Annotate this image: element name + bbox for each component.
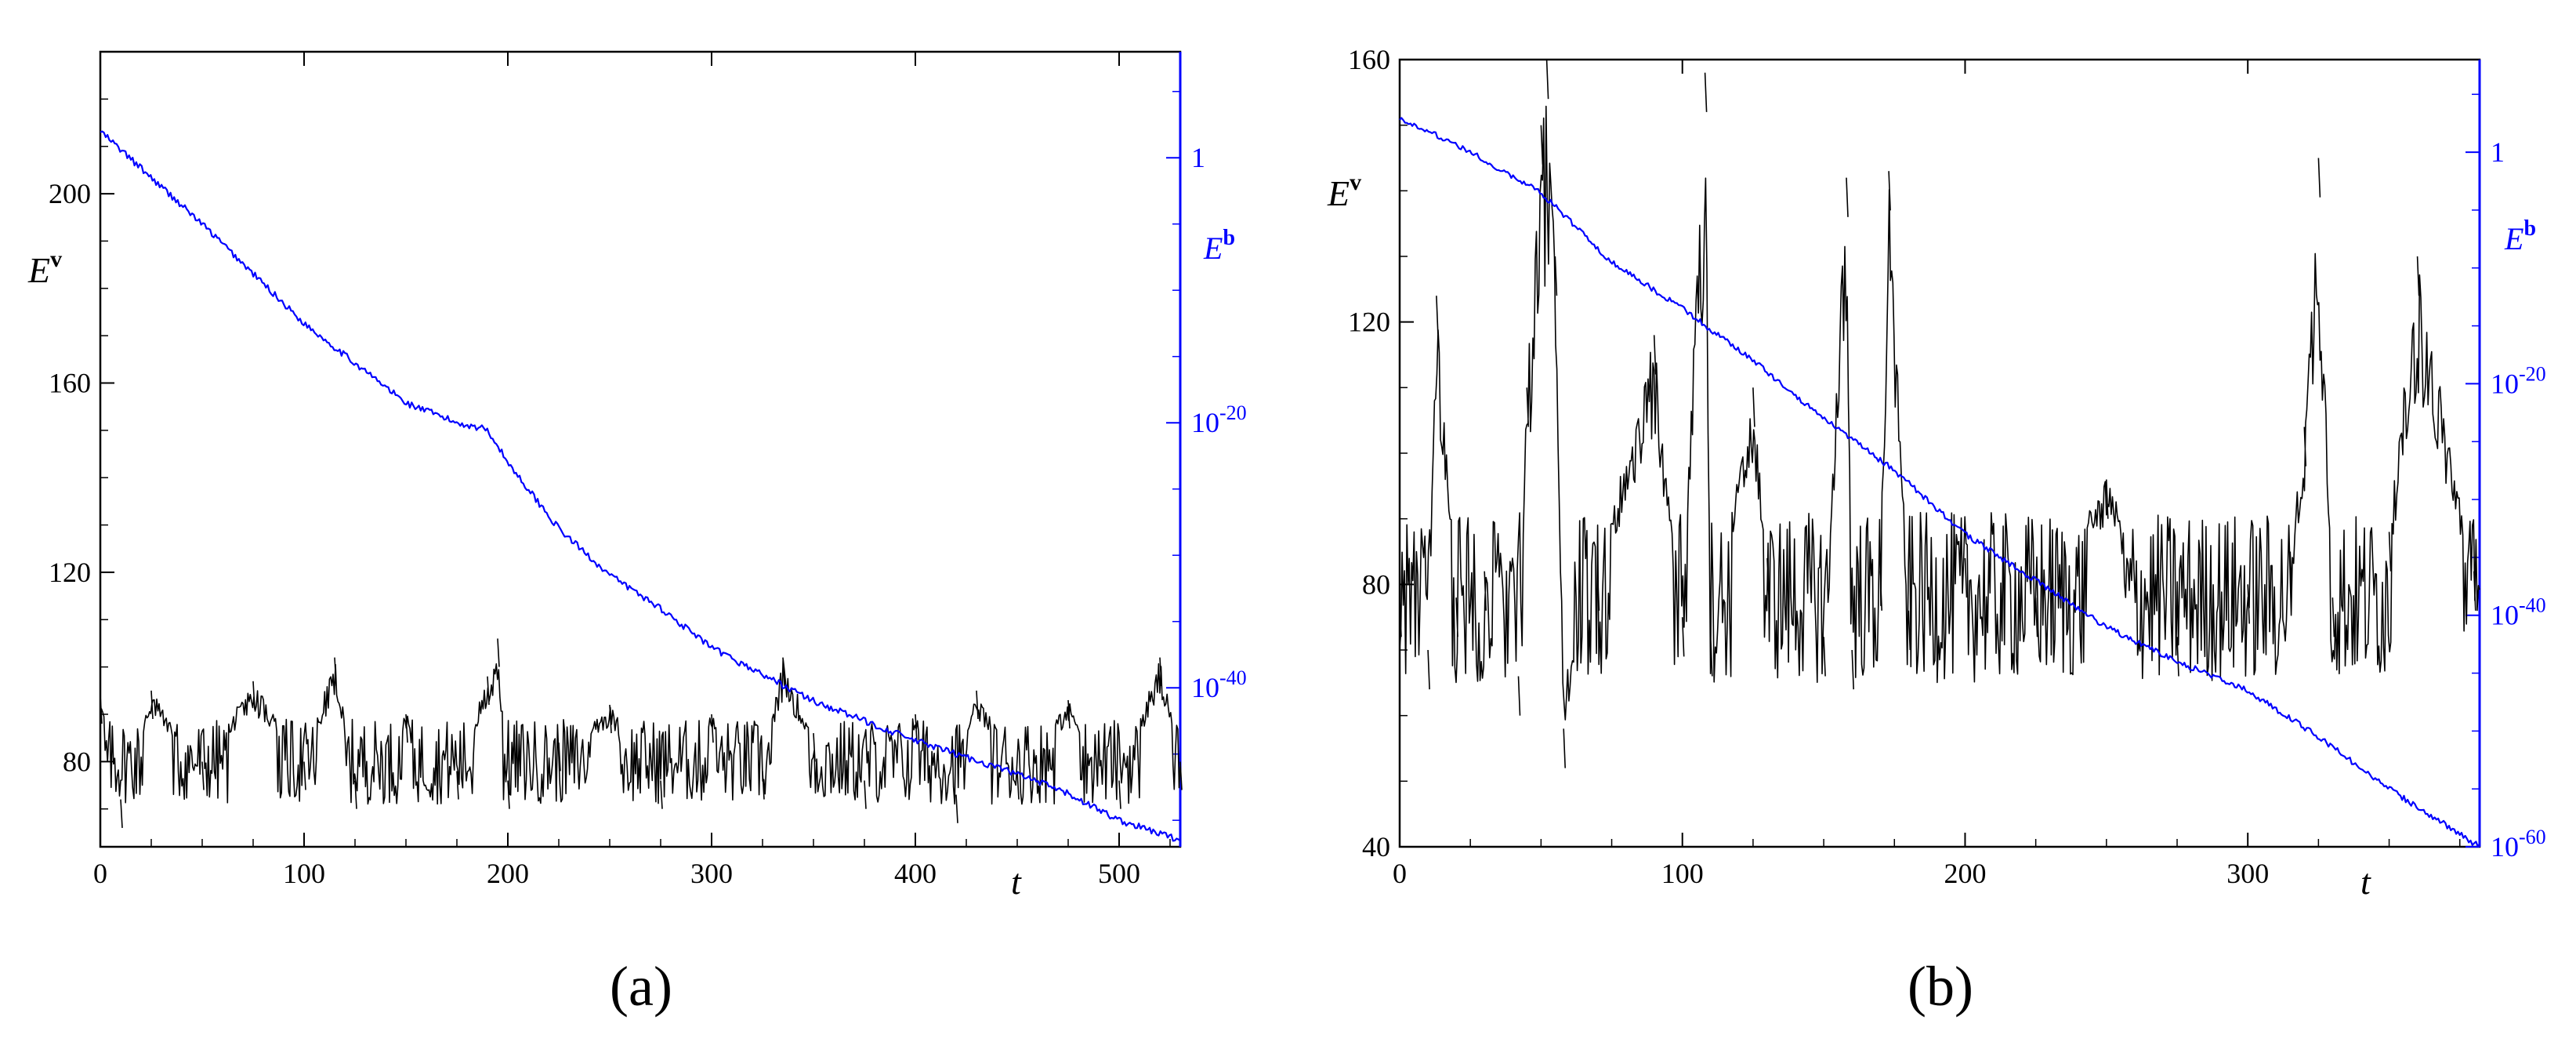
panel-label-b: (b): [1908, 955, 1973, 1018]
x-tick-label: 300: [690, 858, 733, 889]
right-y-tick-base: 10: [1191, 407, 1219, 438]
x-tick-label: 0: [93, 858, 107, 889]
right-y-tick-label: 10-20: [2491, 362, 2546, 399]
left-y-ticks-a: 80 120 160 200: [49, 51, 114, 810]
x-axis-label-b: t: [2360, 862, 2371, 902]
right-y-tick-label: 10-40: [1191, 666, 1247, 703]
x-tick-label: 0: [1393, 858, 1407, 889]
left-y-label-base-a: E: [27, 250, 50, 290]
right-y-tick-base: 10: [2491, 368, 2519, 399]
right-y-tick-label: 10-20: [1191, 401, 1247, 438]
left-y-label-sup-a: v: [50, 246, 62, 272]
x-tick-label: 500: [1098, 858, 1140, 889]
right-y-tick-text: 1: [2491, 136, 2505, 168]
right-y-tick-exp: -40: [2519, 594, 2546, 617]
series-ev-line-b: [1399, 59, 2480, 768]
left-y-tick-label: 160: [1348, 44, 1390, 75]
right-y-label-base-b: E: [2504, 221, 2523, 256]
right-y-tick-text: 1: [1191, 142, 1205, 173]
right-y-tick-base: 10: [2491, 831, 2519, 862]
left-y-tick-label: 40: [1362, 831, 1390, 862]
x-tick-label: 200: [1944, 858, 1986, 889]
left-y-label-a: Ev: [27, 246, 62, 290]
right-y-label-a: Eb: [1203, 226, 1235, 266]
right-y-label-b: Eb: [2504, 216, 2536, 256]
panel-label-a: (a): [610, 955, 672, 1018]
right-y-tick-exp: -20: [1219, 401, 1247, 424]
right-y-tick-label: 1: [2491, 136, 2505, 168]
left-y-tick-label: 200: [49, 178, 91, 209]
left-y-tick-label: 160: [49, 368, 91, 399]
x-tick-label: 100: [283, 858, 325, 889]
right-y-label-base-a: E: [1203, 231, 1223, 266]
left-y-tick-label: 120: [1348, 307, 1390, 338]
x-ticks-b: 0 100 200 300: [1393, 60, 2461, 889]
x-tick-label: 300: [2226, 858, 2269, 889]
right-y-tick-label: 1: [1191, 142, 1205, 173]
left-y-label-sup-b: v: [1350, 169, 1361, 195]
right-y-label-sup-b: b: [2523, 216, 2536, 241]
x-ticks-a: 0 100 200 300 400 500: [93, 52, 1171, 889]
right-y-tick-label: 10-60: [2491, 826, 2546, 862]
plot-frame-b: [1398, 58, 2481, 848]
right-y-tick-exp: -20: [2519, 362, 2546, 385]
plot-frame-a: [99, 50, 1182, 848]
left-y-tick-label: 80: [1362, 568, 1390, 600]
right-y-tick-label: 10-40: [2491, 594, 2546, 631]
series-ev-line-a: [100, 638, 1183, 828]
left-y-label-b: Ev: [1327, 169, 1361, 213]
right-y-tick-base: 10: [1191, 672, 1219, 703]
left-y-label-base-b: E: [1327, 173, 1350, 213]
left-y-tick-label: 80: [63, 746, 91, 777]
left-y-ticks-b: 40 80 120 160: [1348, 44, 1414, 862]
series-eb-line-a: [100, 130, 1181, 842]
x-tick-label: 200: [487, 858, 529, 889]
left-y-tick-label: 120: [49, 557, 91, 588]
series-eb-line-b: [1399, 117, 2480, 848]
right-y-tick-exp: -60: [2519, 826, 2546, 848]
x-axis-label-a: t: [1011, 862, 1022, 902]
right-y-label-sup-a: b: [1223, 226, 1235, 250]
right-y-tick-exp: -40: [1219, 666, 1247, 689]
right-y-tick-base: 10: [2491, 600, 2519, 631]
x-tick-label: 400: [894, 858, 937, 889]
x-tick-label: 100: [1661, 858, 1704, 889]
